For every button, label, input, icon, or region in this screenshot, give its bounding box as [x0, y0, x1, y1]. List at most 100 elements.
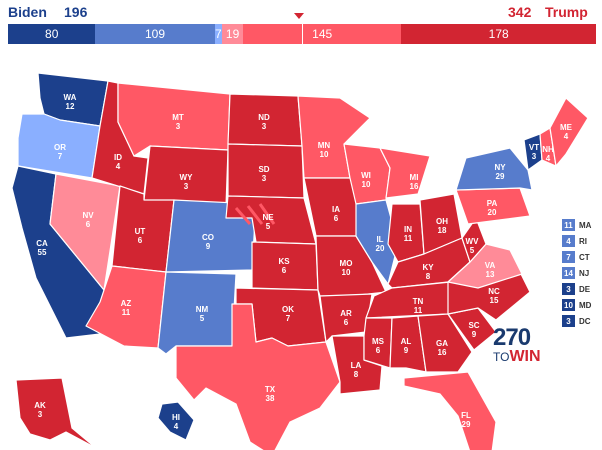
bar-segment: 178: [401, 24, 596, 44]
state-fl[interactable]: [403, 371, 497, 450]
state-mi[interactable]: [379, 147, 431, 199]
state-ev-tn: 11: [414, 306, 423, 315]
state-label-ky: KY: [422, 263, 434, 272]
logo-win: WIN: [509, 348, 541, 365]
state-hi[interactable]: [157, 401, 195, 441]
state-ev-ms: 6: [376, 346, 381, 355]
small-state-ev: 7: [562, 251, 575, 263]
small-state-row[interactable]: 11 MA: [562, 218, 600, 232]
small-state-abbr: CT: [579, 252, 590, 262]
bar-segment-value: 7: [215, 27, 222, 41]
state-ga[interactable]: [417, 313, 473, 373]
majority-marker-top: [294, 13, 304, 19]
electoral-vote-bar: 80 109 7 19 145 178: [8, 24, 596, 44]
state-label-wy: WY: [180, 173, 194, 182]
bar-segment: 145: [242, 24, 402, 44]
bar-segment: 7: [214, 24, 223, 44]
state-label-al: AL: [401, 337, 412, 346]
small-state-abbr: MA: [579, 220, 592, 230]
state-ev-wi: 10: [362, 180, 371, 189]
nebraska-district-stripe: [234, 207, 252, 225]
small-state-row[interactable]: 4 RI: [562, 234, 600, 248]
state-label-co: CO: [202, 233, 214, 242]
state-me[interactable]: [549, 97, 589, 167]
state-ev-nd: 3: [262, 122, 267, 131]
state-label-pa: PA: [487, 199, 498, 208]
state-label-hi: HI: [172, 413, 180, 422]
bar-segment: 80: [8, 24, 96, 44]
state-label-ga: GA: [436, 339, 448, 348]
state-label-ms: MS: [372, 337, 385, 346]
logo-to: TO: [493, 350, 510, 364]
state-ev-va: 13: [486, 270, 495, 279]
state-ak[interactable]: [15, 377, 97, 449]
state-label-nv: NV: [82, 211, 94, 220]
state-ms[interactable]: [363, 317, 393, 369]
us-map[interactable]: WA12OR7CA55NV6ID4MT3WY3UT6AZ11CO9NM5ND3S…: [0, 48, 602, 450]
state-ev-ia: 6: [334, 214, 339, 223]
state-label-vt: VT: [529, 143, 539, 152]
state-label-mo: MO: [340, 259, 353, 268]
state-label-va: VA: [485, 261, 496, 270]
nebraska-district-stripe: [258, 203, 276, 225]
state-ev-ne: 5: [266, 222, 271, 231]
state-label-ak: AK: [34, 401, 46, 410]
dem-electoral-total: 196: [64, 4, 88, 20]
state-ev-nm: 5: [200, 314, 205, 323]
bar-segment-value: 145: [312, 27, 333, 41]
state-label-in: IN: [404, 225, 412, 234]
state-label-mt: MT: [172, 113, 184, 122]
state-ev-me: 4: [564, 132, 569, 141]
state-ev-az: 11: [122, 308, 131, 317]
state-label-sd: SD: [258, 165, 269, 174]
small-state-row[interactable]: 10 MD: [562, 298, 600, 312]
state-ev-oh: 18: [438, 226, 447, 235]
state-label-nm: NM: [196, 305, 209, 314]
state-label-nc: NC: [488, 287, 500, 296]
state-ev-il: 20: [376, 244, 385, 253]
state-ev-ak: 3: [38, 410, 43, 419]
state-tx[interactable]: [175, 303, 341, 450]
state-ev-la: 8: [354, 370, 359, 379]
state-ev-mt: 3: [176, 122, 181, 131]
small-state-row[interactable]: 3 DE: [562, 282, 600, 296]
state-label-tx: TX: [265, 385, 276, 394]
state-ev-ok: 7: [286, 314, 291, 323]
state-ev-ca: 55: [38, 248, 47, 257]
state-ev-ny: 29: [496, 172, 505, 181]
state-ev-ar: 6: [344, 318, 349, 327]
small-state-row[interactable]: 14 NJ: [562, 266, 600, 280]
state-ev-mn: 10: [320, 150, 329, 159]
state-ev-nh: 4: [546, 154, 551, 163]
state-ar[interactable]: [319, 293, 373, 343]
small-state-row[interactable]: 7 CT: [562, 250, 600, 264]
state-label-ia: IA: [332, 205, 340, 214]
270towin-logo: 270 TOWIN: [493, 324, 541, 372]
state-ev-or: 7: [58, 152, 63, 161]
small-state-abbr: DE: [579, 284, 591, 294]
small-state-abbr: DC: [579, 316, 591, 326]
state-label-sc: SC: [468, 321, 479, 330]
state-label-ar: AR: [340, 309, 352, 318]
state-label-ok: OK: [282, 305, 294, 314]
small-state-abbr: RI: [579, 236, 587, 246]
state-label-mi: MI: [410, 173, 419, 182]
state-label-me: ME: [560, 123, 573, 132]
nebraska-district-stripe: [246, 205, 264, 225]
small-state-ev: 14: [562, 267, 575, 279]
state-ev-sd: 3: [262, 174, 267, 183]
logo-number: 270: [493, 324, 531, 351]
small-state-ev: 3: [562, 283, 575, 295]
state-ev-nv: 6: [86, 220, 91, 229]
state-label-or: OR: [54, 143, 66, 152]
state-label-fl: FL: [461, 411, 471, 420]
state-ev-tx: 38: [266, 394, 275, 403]
electoral-header: Biden 196 342 Trump 80 109 7 19 145 178: [0, 0, 602, 48]
state-wv[interactable]: [461, 217, 487, 263]
state-ev-co: 9: [206, 242, 211, 251]
state-ev-ks: 6: [282, 266, 287, 275]
dem-candidate-name: Biden: [8, 4, 47, 20]
state-ev-sc: 9: [472, 330, 477, 339]
state-label-oh: OH: [436, 217, 448, 226]
small-state-row[interactable]: 3 DC: [562, 314, 600, 328]
